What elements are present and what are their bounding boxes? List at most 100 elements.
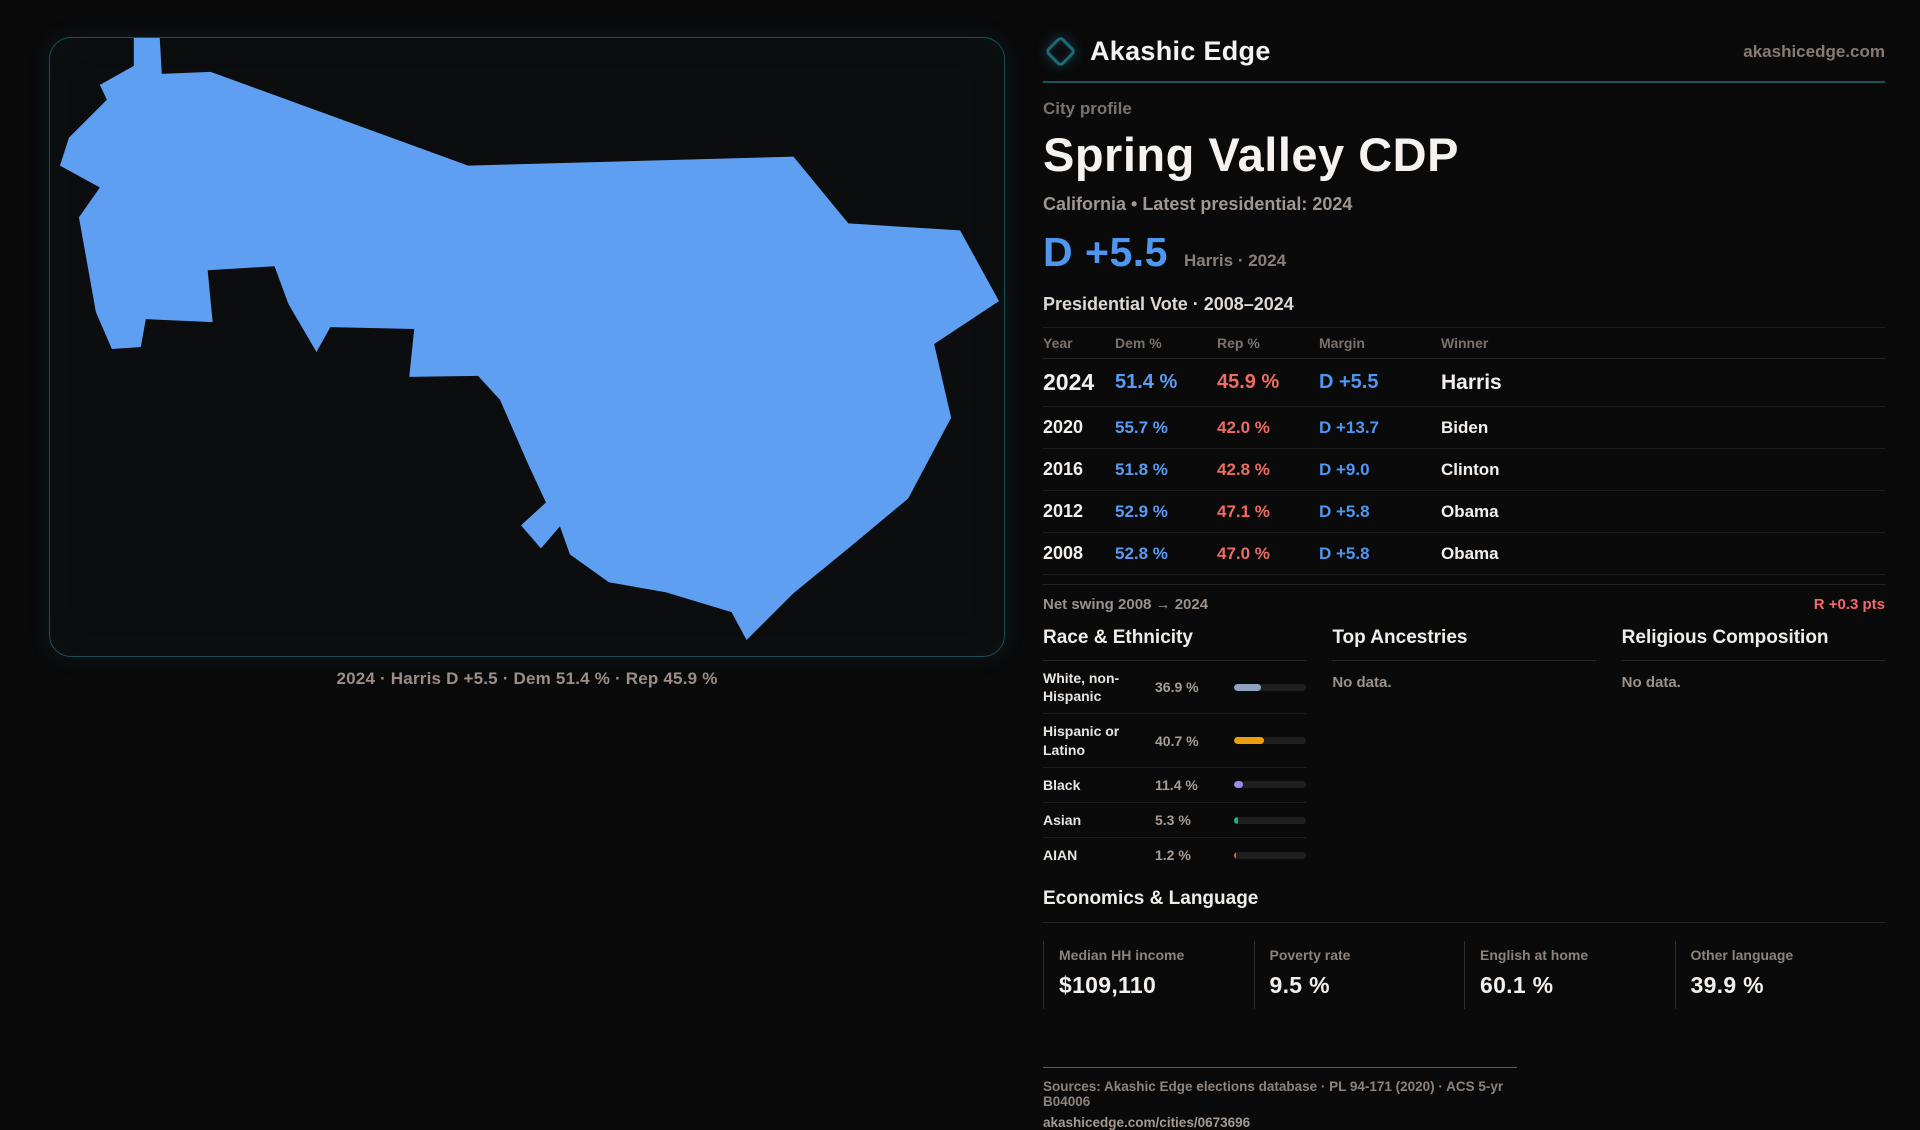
site-header: Akashic Edge akashicedge.com xyxy=(1043,0,1885,83)
sources-text: Sources: Akashic Edge elections database… xyxy=(1043,1079,1504,1110)
col-rep: Rep % xyxy=(1217,335,1260,351)
winner-cell: Clinton xyxy=(1441,459,1500,479)
margin-cell: D +5.8 xyxy=(1319,501,1370,521)
race-bar-track xyxy=(1234,683,1307,691)
dem-cell: 52.8 % xyxy=(1115,543,1168,563)
stat-value: 60.1 % xyxy=(1480,972,1554,999)
citation-link[interactable]: akashicedge.com/cities/0673696 xyxy=(1043,1115,1251,1130)
race-label: AIAN xyxy=(1043,847,1078,864)
race-label: Asian xyxy=(1043,811,1082,828)
margin-cell: D +13.7 xyxy=(1319,417,1380,437)
sources-footer: Sources: Akashic Edge elections database… xyxy=(1043,1067,1517,1130)
race-value: 1.2 % xyxy=(1155,847,1191,864)
year-cell: 2020 xyxy=(1043,417,1084,437)
race-label: Hispanic or Latino xyxy=(1043,723,1120,758)
winner-cell: Biden xyxy=(1441,417,1489,437)
page-subtitle: California • Latest presidential: 2024 xyxy=(1043,194,1353,214)
race-value: 5.3 % xyxy=(1155,812,1191,829)
stat-label: Other language xyxy=(1690,947,1794,964)
race-row: Asian 5.3 % xyxy=(1043,803,1307,839)
year-cell: 2016 xyxy=(1043,459,1084,479)
winner-cell: Obama xyxy=(1441,501,1499,521)
dem-cell: 51.8 % xyxy=(1115,459,1168,479)
race-bar-track xyxy=(1234,816,1307,824)
city-boundary-shape xyxy=(59,38,1000,641)
net-swing-value: R +0.3 pts xyxy=(1813,596,1885,613)
margin-cell: D +5.8 xyxy=(1319,543,1370,563)
stat-label: Median HH income xyxy=(1059,947,1185,964)
margin-cell: D +9.0 xyxy=(1319,459,1370,479)
race-bar-fill xyxy=(1234,683,1261,691)
race-value: 11.4 % xyxy=(1155,776,1198,793)
table-header-row: Year Dem % Rep % Margin Winner xyxy=(1043,328,1885,359)
margin-headline: D +5.5 Harris · 2024 xyxy=(1043,229,1885,276)
rep-cell: 42.0 % xyxy=(1217,417,1270,437)
col-margin: Margin xyxy=(1319,335,1365,351)
table-row: 2016 51.8 % 42.8 % D +9.0 Clinton xyxy=(1043,449,1885,491)
economics-heading: Economics & Language xyxy=(1043,888,1885,924)
page-title: Spring Valley CDP xyxy=(1043,128,1459,181)
race-heading: Race & Ethnicity xyxy=(1043,627,1307,661)
table-row: 2008 52.8 % 47.0 % D +5.8 Obama xyxy=(1043,533,1885,575)
dem-cell: 55.7 % xyxy=(1115,417,1168,437)
race-bar-track xyxy=(1234,851,1307,859)
economics-section: Economics & Language Median HH income $1… xyxy=(1043,888,1886,1010)
margin-cell: D +5.5 xyxy=(1319,371,1379,393)
race-bar-fill xyxy=(1234,781,1243,789)
race-label: White, non-Hispanic xyxy=(1043,670,1120,705)
dem-cell: 51.4 % xyxy=(1115,371,1178,393)
race-bar-track xyxy=(1234,737,1307,745)
demographic-sections: Race & Ethnicity White, non-Hispanic 36.… xyxy=(1043,627,1885,872)
race-value: 40.7 % xyxy=(1155,732,1199,749)
economics-stats: Median HH income $109,110 Poverty rate 9… xyxy=(1043,941,1886,1010)
race-ethnicity-section: Race & Ethnicity White, non-Hispanic 36.… xyxy=(1043,627,1307,872)
table-row: 2020 55.7 % 42.0 % D +13.7 Biden xyxy=(1043,407,1885,449)
stat-card: Median HH income $109,110 xyxy=(1043,941,1254,1010)
dem-cell: 52.9 % xyxy=(1115,501,1168,521)
race-row: White, non-Hispanic 36.9 % xyxy=(1043,661,1307,715)
brand-name: Akashic Edge xyxy=(1090,36,1271,66)
ancestries-section: Top Ancestries No data. xyxy=(1332,627,1596,872)
stat-label: Poverty rate xyxy=(1269,947,1351,964)
stat-card: Other language 39.9 % xyxy=(1674,941,1886,1010)
rep-cell: 45.9 % xyxy=(1217,371,1280,393)
year-cell: 2012 xyxy=(1043,501,1084,521)
stat-value: 39.9 % xyxy=(1690,972,1764,999)
winner-cell: Obama xyxy=(1441,543,1499,563)
race-value: 36.9 % xyxy=(1155,679,1199,696)
race-bar-fill xyxy=(1234,851,1237,859)
religion-section: Religious Composition No data. xyxy=(1621,627,1885,872)
rep-cell: 47.0 % xyxy=(1217,543,1270,563)
margin-value: D +5.5 xyxy=(1043,229,1168,275)
margin-context: Harris · 2024 xyxy=(1183,251,1287,270)
race-row: Black 11.4 % xyxy=(1043,768,1307,803)
col-winner: Winner xyxy=(1441,335,1489,351)
col-year: Year xyxy=(1043,335,1073,351)
race-bar-fill xyxy=(1234,737,1264,745)
net-swing-row: Net swing 2008 → 2024 R +0.3 pts xyxy=(1043,584,1885,613)
stat-card: Poverty rate 9.5 % xyxy=(1253,941,1465,1010)
table-row: 2012 52.9 % 47.1 % D +5.8 Obama xyxy=(1043,491,1885,533)
rep-cell: 42.8 % xyxy=(1217,459,1270,479)
vote-table-title: Presidential Vote · 2008–2024 xyxy=(1043,294,1294,314)
stat-card: English at home 60.1 % xyxy=(1464,941,1675,1010)
stat-value: 9.5 % xyxy=(1269,972,1330,999)
year-cell: 2008 xyxy=(1043,543,1084,563)
race-bar-track xyxy=(1234,781,1307,789)
site-domain-link[interactable]: akashicedge.com xyxy=(1743,41,1885,61)
table-row: 2024 51.4 % 45.9 % D +5.5 Harris xyxy=(1043,359,1885,407)
race-bar-fill xyxy=(1234,816,1239,824)
rep-cell: 47.1 % xyxy=(1217,501,1270,521)
religion-empty-state: No data. xyxy=(1621,674,1681,691)
stat-label: English at home xyxy=(1480,947,1589,964)
race-row: AIAN 1.2 % xyxy=(1043,838,1307,872)
race-label: Black xyxy=(1043,776,1081,793)
map-caption: 2024 · Harris D +5.5 · Dem 51.4 % · Rep … xyxy=(336,669,718,688)
presidential-vote-table: Year Dem % Rep % Margin Winner 2024 51.4… xyxy=(1043,327,1885,575)
net-swing-label: Net swing 2008 → 2024 xyxy=(1043,596,1209,613)
ancestries-heading: Top Ancestries xyxy=(1332,627,1596,661)
page-eyebrow: City profile xyxy=(1043,99,1132,118)
stat-value: $109,110 xyxy=(1059,972,1157,999)
city-boundary-map xyxy=(59,38,1000,641)
city-map-panel xyxy=(49,37,1005,657)
